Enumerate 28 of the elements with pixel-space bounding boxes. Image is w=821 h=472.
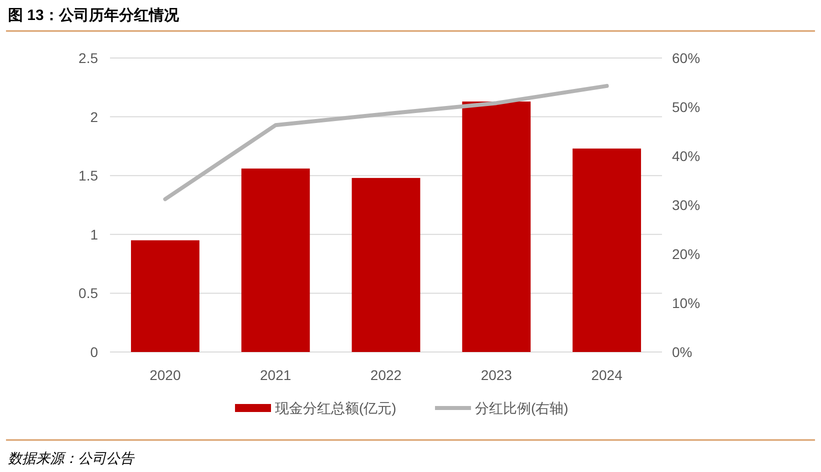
y-tick-label: 0.5	[78, 285, 98, 302]
bar	[572, 148, 642, 352]
x-tick-label: 2022	[370, 367, 402, 383]
y2-tick-label: 0%	[672, 344, 692, 360]
y-tick-label: 1.5	[78, 168, 98, 184]
legend-label: 分红比例(右轴)	[475, 400, 568, 416]
bar	[462, 102, 531, 352]
x-tick-label: 2020	[150, 367, 181, 383]
x-tick-label: 2021	[260, 367, 292, 383]
source-note: 数据来源：公司公告	[8, 450, 135, 466]
y-tick-label: 2.5	[78, 50, 98, 66]
y2-tick-label: 20%	[672, 246, 700, 262]
y-tick-label: 1	[90, 226, 98, 242]
bar	[352, 178, 420, 352]
x-tick-label: 2023	[480, 367, 512, 383]
y2-tick-label: 40%	[672, 148, 700, 164]
chart-title: 图 13：公司历年分红情况	[8, 7, 180, 24]
bar	[241, 168, 310, 352]
line-series	[163, 84, 609, 202]
y-tick-label: 0	[90, 344, 98, 360]
x-tick-label: 2024	[591, 367, 623, 383]
y-tick-label: 2	[90, 108, 98, 125]
y2-tick-label: 60%	[672, 50, 700, 66]
y2-tick-label: 10%	[672, 295, 700, 311]
legend-label: 现金分红总额(亿元)	[275, 400, 396, 416]
y2-tick-label: 30%	[672, 197, 700, 213]
y2-tick-label: 50%	[672, 99, 700, 115]
bar	[130, 240, 200, 352]
